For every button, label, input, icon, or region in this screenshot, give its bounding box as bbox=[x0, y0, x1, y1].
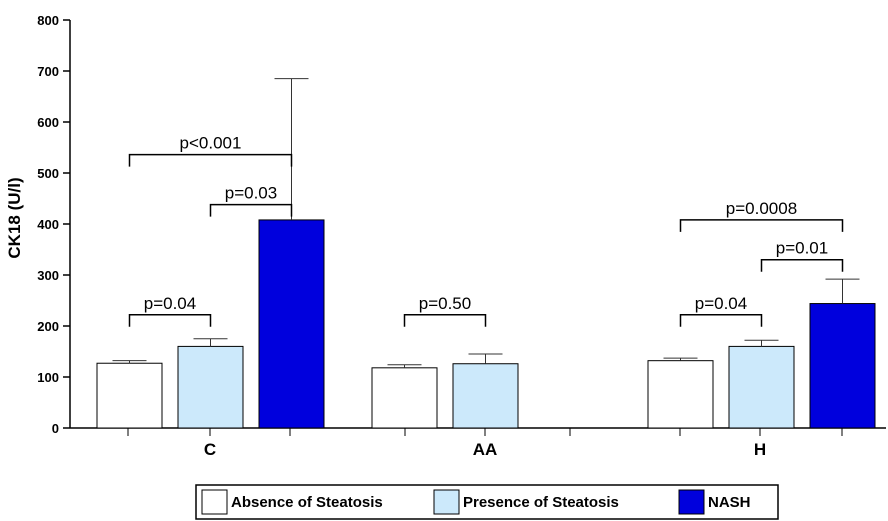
legend-label: NASH bbox=[708, 494, 751, 511]
y-tick-label: 200 bbox=[37, 319, 59, 334]
bar bbox=[258, 219, 325, 429]
legend-swatch bbox=[433, 489, 460, 515]
y-tick-label: 700 bbox=[37, 64, 59, 79]
bar bbox=[371, 367, 438, 429]
legend-swatch bbox=[678, 489, 705, 515]
y-tick-label: 100 bbox=[37, 370, 59, 385]
p-value-label: p=0.03 bbox=[225, 184, 277, 203]
bar bbox=[177, 345, 244, 429]
y-axis-title: CK18 (U/l) bbox=[5, 177, 24, 258]
category-label: AA bbox=[473, 440, 498, 459]
significance-bracket bbox=[679, 219, 844, 232]
legend: Absence of Steatosis Presence of Steatosi… bbox=[195, 484, 779, 520]
bar bbox=[452, 363, 519, 429]
legend-swatch bbox=[201, 489, 228, 515]
legend-label: Absence of Steatosis bbox=[231, 494, 383, 511]
p-value-label: p=0.50 bbox=[419, 294, 471, 313]
significance-bracket bbox=[403, 314, 487, 327]
y-tick-label: 500 bbox=[37, 166, 59, 181]
category-label: C bbox=[204, 440, 216, 459]
bar bbox=[647, 360, 714, 429]
significance-annotations: p=0.04 p<0.001 p=0.03 p=0.50 p=0.04 p=0.0008 p… bbox=[128, 134, 844, 327]
bar bbox=[728, 345, 795, 429]
bars bbox=[96, 219, 876, 429]
bar bbox=[809, 303, 876, 429]
p-value-label: p=0.0008 bbox=[726, 199, 797, 218]
significance-bracket bbox=[679, 314, 763, 327]
p-value-label: p<0.001 bbox=[180, 134, 242, 153]
category-label: H bbox=[754, 440, 766, 459]
p-value-label: p=0.01 bbox=[776, 239, 828, 258]
p-value-label: p=0.04 bbox=[144, 294, 196, 313]
error-bars bbox=[112, 78, 860, 368]
bar bbox=[96, 362, 163, 429]
y-axis: 0 100 200 300 400 500 600 700 800 bbox=[37, 13, 71, 436]
p-value-label: p=0.04 bbox=[695, 294, 747, 313]
y-tick-label: 400 bbox=[37, 217, 59, 232]
legend-label: Presence of Steatosis bbox=[463, 494, 619, 511]
significance-bracket bbox=[128, 314, 212, 327]
significance-bracket bbox=[209, 203, 293, 217]
y-tick-label: 800 bbox=[37, 13, 59, 28]
significance-bracket bbox=[128, 153, 293, 167]
y-tick-label: 600 bbox=[37, 115, 59, 130]
y-tick-label: 0 bbox=[52, 421, 59, 436]
x-axis: C AA H bbox=[70, 427, 886, 459]
y-tick-label: 300 bbox=[37, 268, 59, 283]
significance-bracket bbox=[760, 258, 844, 272]
